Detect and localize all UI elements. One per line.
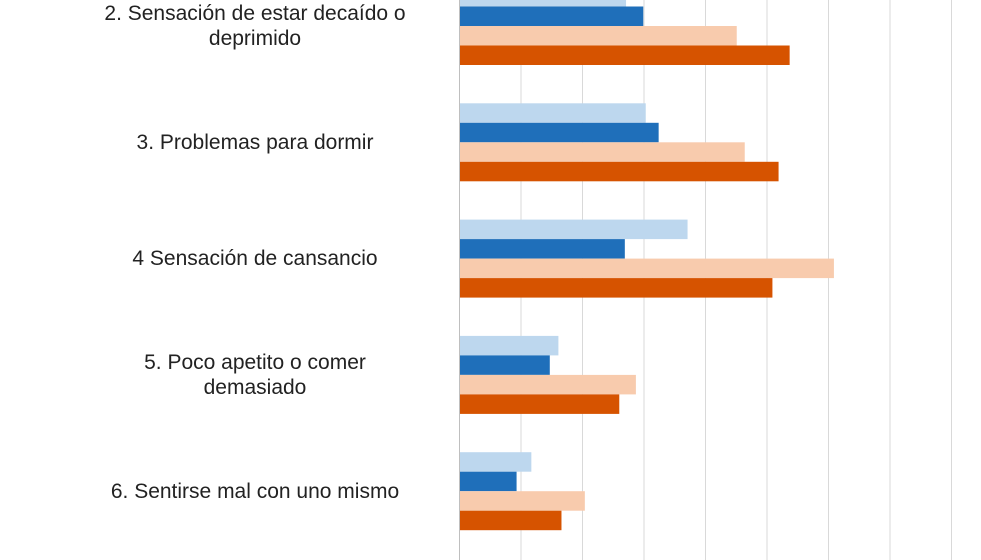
bar-cat1-series4 xyxy=(460,45,790,65)
bar-cat1-series2 xyxy=(460,6,644,26)
bar-cat4-series3 xyxy=(460,374,636,395)
bar-cat2-series2 xyxy=(460,122,659,143)
bar-cat5-series4 xyxy=(460,510,562,531)
bar-cat4-series2 xyxy=(460,355,550,375)
bar-cat1-series1 xyxy=(460,0,627,7)
bar-cat3-series3 xyxy=(460,258,834,279)
bar-cat2-series3 xyxy=(460,142,745,162)
bar-cat4-series4 xyxy=(460,394,620,414)
bar-cat2-series4 xyxy=(460,161,779,182)
bar-cat2-series1 xyxy=(460,103,646,123)
bar-cat4-series1 xyxy=(460,335,559,356)
bar-cat1-series3 xyxy=(460,26,737,46)
bar-cat5-series3 xyxy=(460,491,585,511)
bar-cat5-series2 xyxy=(460,471,517,492)
bar-cat3-series4 xyxy=(460,278,773,298)
bar-cat3-series2 xyxy=(460,239,625,259)
bar-cat5-series1 xyxy=(460,452,532,472)
bar-cat3-series1 xyxy=(460,219,688,240)
bars xyxy=(460,0,834,531)
